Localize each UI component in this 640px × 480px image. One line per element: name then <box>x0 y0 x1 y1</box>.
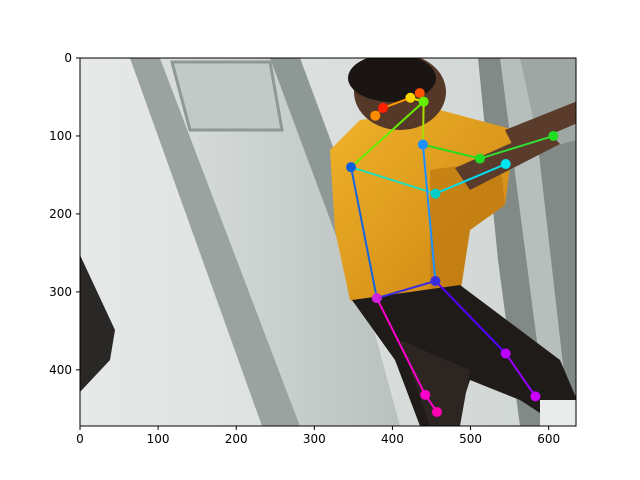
pants <box>352 285 576 426</box>
limb-left-shoulder-to-left-wrist <box>478 134 555 160</box>
keypoint-left-ear <box>418 96 429 107</box>
y-tick-label: 400 <box>49 363 72 377</box>
keypoint-right-eye <box>378 102 389 113</box>
keypoint-nose <box>405 92 416 103</box>
y-tick-label: 100 <box>49 129 72 143</box>
keypoint-right-elbow <box>430 188 441 199</box>
hair <box>348 58 436 102</box>
x-tick-label: 400 <box>381 432 404 446</box>
plot-frame <box>79 57 577 427</box>
limb-right-shoulder-to-left-hip <box>350 166 378 300</box>
shirt-shadow <box>430 160 505 300</box>
keypoint-right-shoulder <box>346 162 357 173</box>
keypoint-right-hip <box>430 275 441 286</box>
y-tick-label: 200 <box>49 207 72 221</box>
x-axis: 0 100 200 300 400 500 600 <box>76 426 560 446</box>
keypoint-left-ankle <box>431 406 442 417</box>
limb-left-hip-to-left-knee <box>375 297 427 396</box>
keypoint-left-shoulder <box>474 153 485 164</box>
door-panel <box>160 58 400 426</box>
dark-corner <box>80 255 115 392</box>
floor-glare <box>540 400 576 426</box>
forearm-left <box>505 101 576 150</box>
limb-right-knee-to-right-ankle <box>504 352 537 398</box>
x-tick-label: 200 <box>225 432 248 446</box>
x-tick-label: 600 <box>537 432 560 446</box>
keypoint-left-knee <box>420 389 431 400</box>
door-frame-left <box>130 58 300 426</box>
y-tick-label: 0 <box>64 51 72 65</box>
skeleton-keypoints <box>346 88 559 417</box>
keypoint-left-wrist <box>548 130 559 141</box>
x-tick-label: 0 <box>76 432 84 446</box>
x-tick-label: 500 <box>459 432 482 446</box>
keypoint-left-hip <box>371 293 382 304</box>
limb-left-ear-to-neck <box>421 100 425 146</box>
keypoint-left-eye <box>414 88 425 99</box>
keypoint-right-wrist <box>500 159 511 170</box>
x-tick-label: 100 <box>147 432 170 446</box>
background-photo <box>80 58 576 426</box>
shirt <box>330 110 515 315</box>
keypoint-right-ankle <box>530 391 541 402</box>
x-tick-label: 300 <box>303 432 326 446</box>
keypoint-right-knee <box>500 348 511 359</box>
pants-lower <box>400 340 470 426</box>
limb-neck-to-left-shoulder <box>421 143 481 160</box>
limb-left-ear-to-right-shoulder <box>350 100 425 169</box>
door-window <box>170 60 284 132</box>
limb-right-hip-to-right-knee <box>434 279 507 355</box>
keypoint-right-ear <box>370 110 381 121</box>
y-axis: 0 100 200 300 400 <box>49 51 80 377</box>
y-tick-label: 300 <box>49 285 72 299</box>
keypoint-neck <box>417 139 428 150</box>
limb-neck-to-right-hip <box>421 143 437 282</box>
limb-right-elbow-to-right-wrist <box>434 163 507 195</box>
limb-right-shoulder-to-right-elbow <box>350 166 437 195</box>
limb-left-hip-to-right-hip <box>375 279 437 300</box>
